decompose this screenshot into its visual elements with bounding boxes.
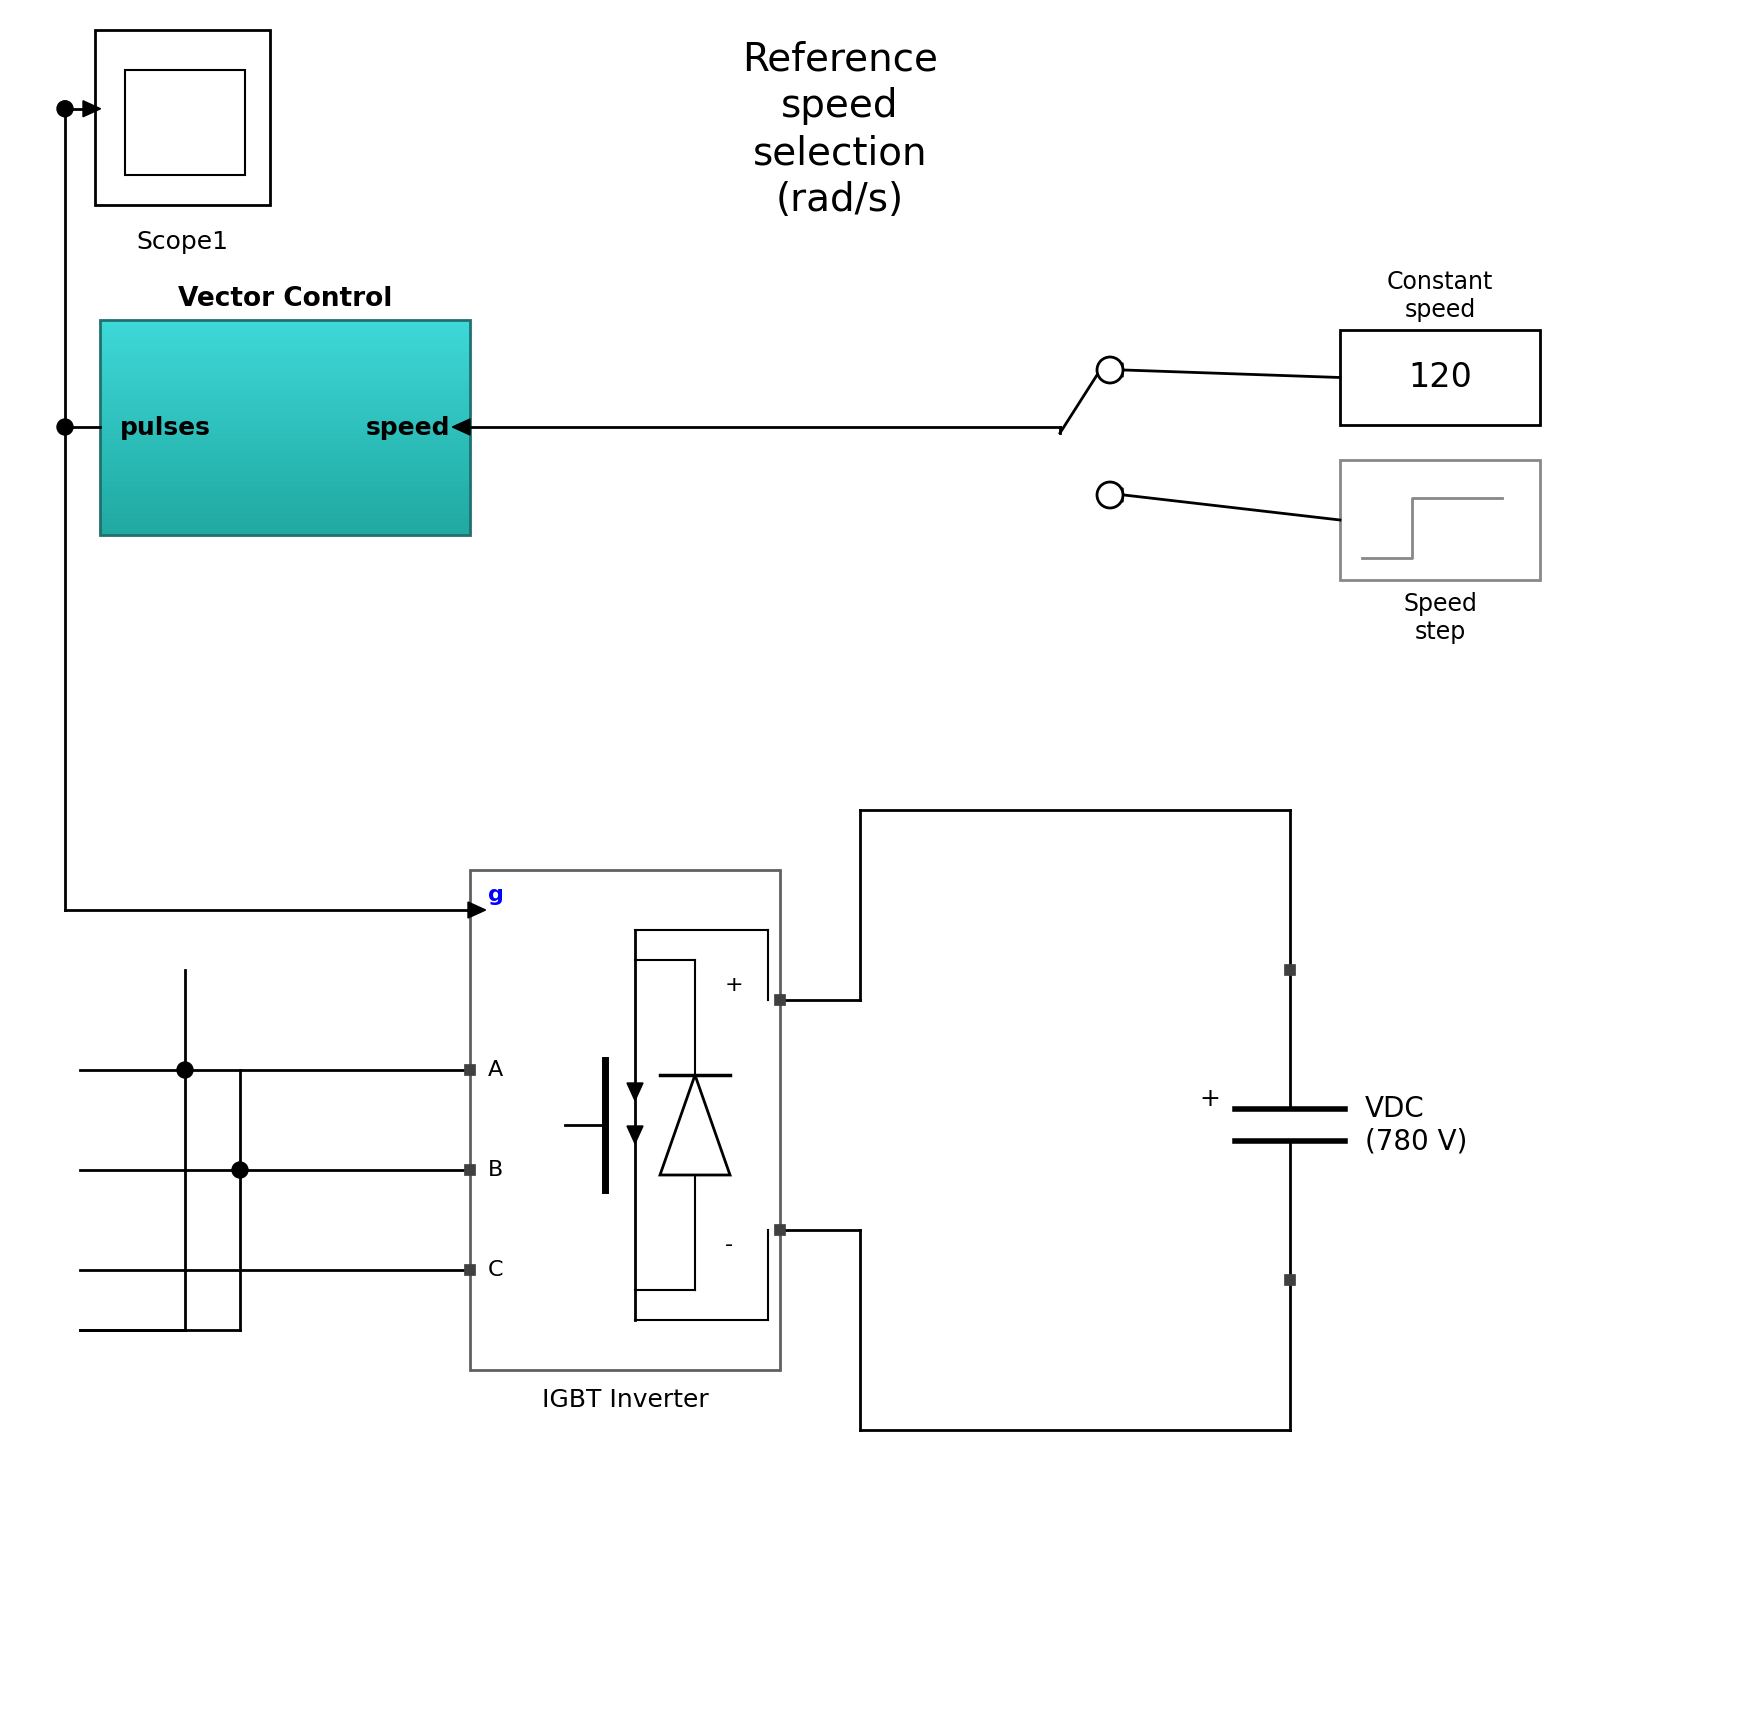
Bar (100, 530, 469, 535)
Bar (464, 1065, 474, 1075)
Bar (100, 502, 469, 509)
Text: 120: 120 (1407, 361, 1471, 394)
Bar (1339, 330, 1539, 425)
Bar (100, 337, 469, 342)
Bar (100, 471, 469, 476)
Bar (100, 331, 469, 337)
Bar (125, 71, 244, 174)
Text: -: - (724, 1236, 733, 1255)
Polygon shape (83, 100, 100, 117)
Bar (100, 357, 469, 364)
Bar (100, 459, 469, 466)
Bar (100, 520, 469, 525)
Text: speed: speed (365, 416, 450, 440)
Text: Scope1: Scope1 (137, 230, 228, 254)
Text: IGBT Inverter: IGBT Inverter (541, 1388, 708, 1412)
Polygon shape (1107, 362, 1123, 376)
Circle shape (1096, 357, 1123, 383)
Bar (100, 423, 469, 428)
Text: pulses: pulses (119, 416, 211, 440)
Circle shape (232, 1162, 248, 1179)
Text: VDC
(780 V): VDC (780 V) (1363, 1094, 1467, 1155)
Bar (100, 411, 469, 418)
Text: +: + (724, 975, 743, 994)
Bar (100, 487, 469, 492)
Bar (1284, 965, 1295, 975)
Bar (100, 482, 469, 487)
Bar (100, 319, 469, 535)
Circle shape (56, 100, 74, 117)
Bar (775, 1224, 785, 1236)
Bar (100, 375, 469, 380)
Polygon shape (627, 1125, 643, 1144)
Polygon shape (452, 419, 469, 435)
Bar (100, 438, 469, 444)
Bar (100, 362, 469, 369)
Bar (100, 497, 469, 504)
Bar (100, 514, 469, 520)
Polygon shape (1107, 488, 1123, 502)
Bar (100, 400, 469, 407)
Bar (100, 326, 469, 331)
Bar (100, 464, 469, 471)
Bar (464, 1265, 474, 1276)
Bar (100, 449, 469, 456)
Text: C: C (488, 1260, 503, 1281)
Bar (100, 395, 469, 400)
Circle shape (1096, 482, 1123, 507)
Text: A: A (488, 1060, 503, 1080)
Text: Reference
speed
selection
(rad/s): Reference speed selection (rad/s) (741, 40, 938, 219)
Bar (100, 454, 469, 461)
Polygon shape (467, 903, 485, 918)
Bar (100, 476, 469, 482)
Text: +: + (1198, 1087, 1219, 1112)
Bar (100, 444, 469, 449)
Bar (1339, 461, 1539, 580)
Bar (100, 416, 469, 423)
Polygon shape (627, 1082, 643, 1101)
Text: Speed
step: Speed step (1402, 592, 1476, 644)
Polygon shape (659, 1075, 729, 1175)
Bar (100, 352, 469, 357)
Bar (100, 507, 469, 514)
Bar (100, 390, 469, 395)
Bar (100, 428, 469, 433)
Text: B: B (488, 1160, 503, 1181)
Bar (100, 380, 469, 385)
Bar (1284, 1274, 1295, 1286)
Bar (100, 347, 469, 352)
Bar (100, 368, 469, 375)
Circle shape (177, 1061, 193, 1079)
Text: g: g (488, 885, 504, 904)
Circle shape (56, 419, 74, 435)
Text: Vector Control: Vector Control (177, 287, 392, 312)
Bar (100, 492, 469, 497)
Text: Constant
speed: Constant speed (1386, 271, 1492, 323)
Bar (100, 406, 469, 413)
Bar (100, 525, 469, 530)
Bar (775, 994, 785, 1006)
Bar (100, 342, 469, 347)
Bar (100, 433, 469, 438)
Bar (100, 319, 469, 326)
Bar (95, 29, 271, 205)
Bar (469, 870, 780, 1370)
Bar (100, 385, 469, 390)
Bar (464, 1165, 474, 1175)
